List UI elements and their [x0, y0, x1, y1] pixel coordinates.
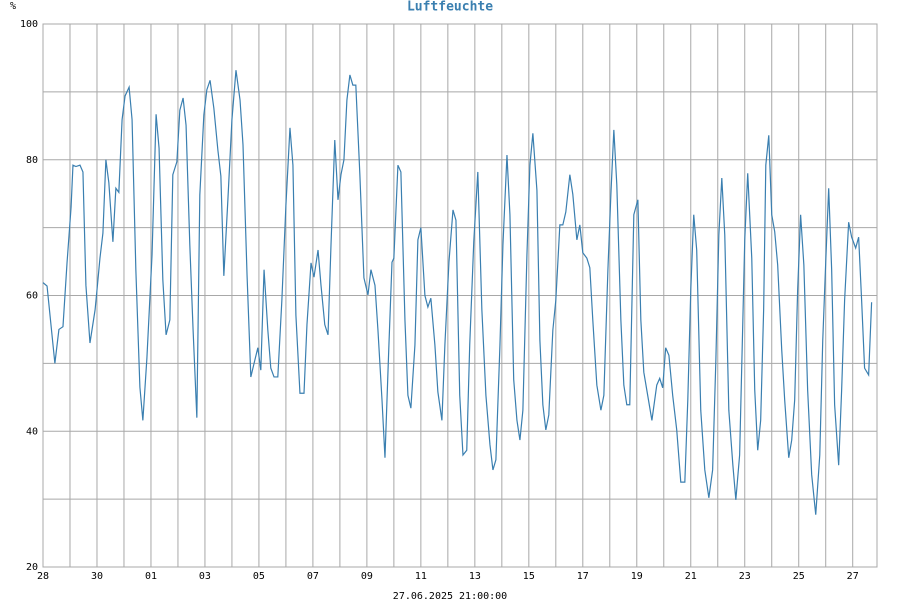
x-tick-label: 03	[199, 571, 211, 582]
y-tick-label: 40	[26, 426, 38, 437]
x-tick-label: 23	[739, 571, 751, 582]
line-series	[42, 70, 873, 515]
x-tick-label: 11	[415, 571, 427, 582]
plot-frame	[42, 23, 878, 568]
y-tick-label: 100	[20, 19, 38, 30]
y-tick-label: 60	[26, 291, 38, 302]
x-tick-label: 17	[577, 571, 589, 582]
x-tick-label: 13	[469, 571, 481, 582]
x-tick-label: 27	[847, 571, 859, 582]
x-tick-label: 01	[145, 571, 157, 582]
x-tick-label: 19	[631, 571, 643, 582]
y-unit: %	[10, 1, 16, 12]
x-tick-label: 25	[793, 571, 805, 582]
chart-title: Luftfeuchte	[407, 0, 493, 15]
x-tick-label: 09	[361, 571, 373, 582]
x-tick-label: 21	[685, 571, 697, 582]
x-tick-label: 28	[37, 571, 49, 582]
x-tick-label: 15	[523, 571, 535, 582]
x-tick-label: 07	[307, 571, 319, 582]
y-tick-label: 20	[26, 562, 38, 573]
x-tick-label: 30	[91, 571, 103, 582]
x-tick-label: 05	[253, 571, 265, 582]
y-tick-label: 80	[26, 155, 38, 166]
x-axis-label: 27.06.2025 21:00:00	[393, 591, 507, 600]
